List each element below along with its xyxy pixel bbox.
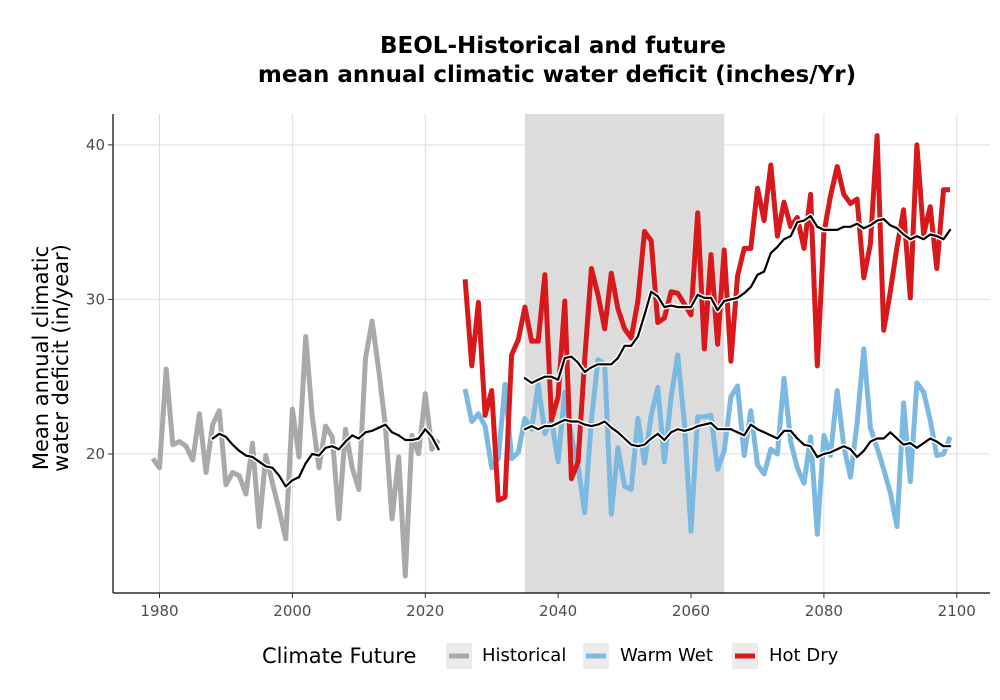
legend: Climate Future Historical Warm Wet Hot D…	[262, 643, 839, 669]
y-tick-label-30: 30	[86, 290, 105, 308]
series-future-smoothed-line	[523, 418, 952, 459]
series-warm-wet-line	[462, 346, 953, 537]
x-tick-label-2000: 2000	[273, 602, 311, 620]
shaded-period-rect	[524, 114, 725, 593]
x-tick-label-2040: 2040	[539, 602, 577, 620]
x-tick-label-2020: 2020	[406, 602, 444, 620]
y-axis-title-line2: water deficit (in/year)	[49, 244, 73, 472]
tick-labels: 1980 2000 2020 2040 2060 2080 2100 20 30 40	[86, 136, 976, 620]
series-historical-line	[150, 318, 441, 579]
legend-title: Climate Future	[262, 644, 416, 668]
x-tick-label-2100: 2100	[938, 602, 976, 620]
y-axis-title: Mean annual climatic water deficit (in/y…	[29, 244, 73, 472]
y-axis-title-line1: Mean annual climatic	[29, 246, 53, 470]
legend-label-historical: Historical	[482, 645, 566, 666]
x-tick-label-1980: 1980	[140, 602, 178, 620]
legend-item-historical: Historical	[446, 643, 566, 669]
legend-item-hot-dry: Hot Dry	[732, 643, 839, 669]
series-hot-dry-line	[462, 133, 951, 503]
legend-label-warm-wet: Warm Wet	[620, 645, 713, 666]
y-tick-label-40: 40	[86, 136, 105, 154]
legend-item-warm-wet: Warm Wet	[583, 643, 713, 669]
axes	[112, 114, 990, 594]
chart-title-line1: BEOL-Historical and future	[380, 33, 726, 59]
chart-title-line2: mean annual climatic water deficit (inch…	[258, 62, 856, 88]
x-tick-label-2060: 2060	[672, 602, 710, 620]
shaded-period	[524, 114, 725, 593]
legend-label-hot-dry: Hot Dry	[769, 645, 839, 666]
series-hot-dry-smoothed-line	[523, 214, 952, 384]
y-tick-label-20: 20	[86, 445, 105, 463]
series-lines	[150, 133, 953, 579]
x-tick-label-2080: 2080	[805, 602, 843, 620]
series-historical-smoothed-line	[211, 423, 440, 488]
